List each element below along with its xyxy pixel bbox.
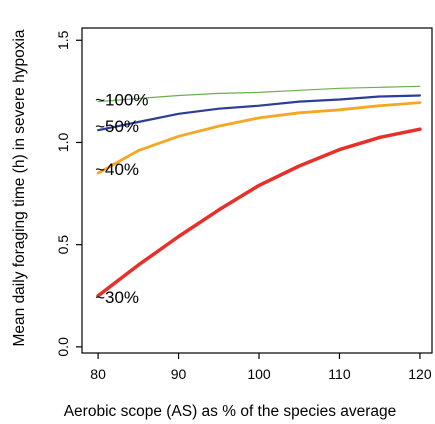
x-tick-label: 110 [328, 366, 351, 382]
series-label: ~50% [95, 117, 139, 136]
series-lines [96, 85, 422, 298]
series-line [97, 94, 421, 132]
x-tick-label: 120 [408, 366, 432, 382]
y-tick-label: 0.5 [55, 235, 71, 255]
series-labels: ~100% ~50% ~40% ~30% [95, 91, 148, 307]
series-line [96, 101, 422, 175]
series-label: ~100% [95, 91, 148, 110]
series-label: ~40% [95, 160, 139, 179]
plot-frame [81, 27, 433, 354]
series-label: ~30% [95, 288, 139, 307]
y-tick-label: 1.0 [55, 133, 71, 153]
y-tick-label: 1.5 [55, 30, 71, 50]
series-line [97, 85, 421, 103]
y-axis-title: Mean daily foraging time (h) in severe h… [11, 29, 28, 346]
y-tick-label: 0.0 [55, 337, 71, 357]
x-tick-label: 100 [247, 366, 271, 382]
x-axis: 80 90 100 110 120 [90, 353, 432, 382]
series-line [96, 127, 422, 298]
y-axis: 0.0 0.5 1.0 1.5 [55, 30, 82, 357]
x-tick-label: 90 [171, 366, 187, 382]
x-tick-label: 80 [90, 366, 106, 382]
x-axis-title: Aerobic scope (AS) as % of the species a… [64, 403, 397, 420]
